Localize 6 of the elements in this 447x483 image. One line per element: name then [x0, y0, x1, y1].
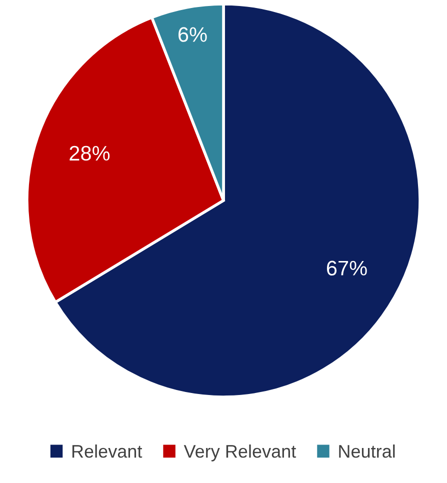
legend-label: Very Relevant	[184, 444, 296, 462]
data-label: 28%	[70, 146, 110, 161]
legend-label: Neutral	[339, 444, 395, 458]
data-label: 67%	[326, 260, 367, 276]
legend-label: Relevant	[72, 444, 142, 458]
data-label: 6%	[178, 27, 207, 42]
